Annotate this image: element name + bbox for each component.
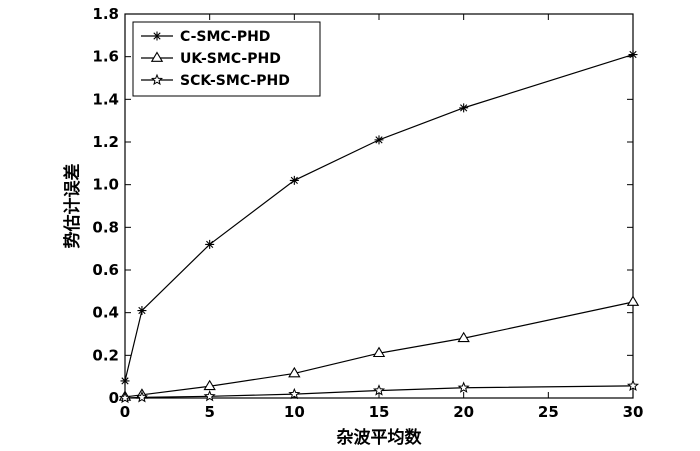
data-point-uk-smc-phd: [203, 379, 216, 391]
legend: C-SMC-PHD UK-SMC-PHD SCK-SMC-PHD: [132, 21, 321, 97]
axis-ticks: 0 5 10 15 20 25 30 0 0.2 0.4 0.6 0.8 1.0 1.2 1.4 1.6 1.8: [92, 5, 643, 421]
data-point-uk-smc-phd: [457, 331, 470, 343]
y-tick-label: 0: [109, 389, 119, 407]
y-tick-label: 0.4: [92, 304, 119, 322]
data-point-sck-smc-phd: [372, 384, 386, 396]
data-point-c-smc-phd: [374, 135, 384, 145]
y-tick-label: 0.2: [92, 346, 119, 364]
data-point-sck-smc-phd: [135, 391, 148, 403]
legend-marker-uk-smc-phd: [150, 51, 164, 62]
x-tick-label: 10: [284, 403, 305, 421]
series-layer: [118, 50, 640, 404]
data-point-c-smc-phd: [459, 103, 469, 113]
y-tick-label: 0.8: [92, 218, 119, 236]
data-point-uk-smc-phd: [288, 366, 301, 378]
data-point-sck-smc-phd: [626, 379, 640, 391]
data-point-c-smc-phd: [205, 239, 215, 249]
y-axis-label: 势估计误差: [62, 164, 83, 249]
y-tick-label: 1.6: [92, 48, 119, 66]
x-axis-label: 杂波平均数: [337, 427, 423, 448]
data-point-c-smc-phd: [120, 376, 130, 386]
x-tick-label: 5: [204, 403, 214, 421]
legend-box: [132, 21, 321, 97]
x-tick-label: 0: [120, 403, 130, 421]
legend-marker-c-smc-phd: [152, 31, 162, 41]
y-tick-label: 1.4: [92, 90, 119, 108]
data-point-uk-smc-phd: [372, 346, 386, 358]
y-tick-label: 1.0: [92, 176, 119, 194]
data-point-sck-smc-phd: [457, 381, 470, 393]
data-point-c-smc-phd: [628, 50, 638, 60]
y-tick-label: 0.6: [92, 261, 119, 279]
legend-label-sck-smc-phd: SCK-SMC-PHD: [180, 73, 290, 89]
y-tick-label: 1.8: [92, 5, 119, 23]
x-tick-label: 30: [623, 403, 644, 421]
y-tick-label: 1.2: [92, 133, 119, 151]
x-tick-label: 20: [453, 403, 474, 421]
data-point-c-smc-phd: [137, 306, 147, 316]
x-tick-label: 25: [538, 403, 559, 421]
data-point-c-smc-phd: [289, 175, 299, 185]
legend-label-uk-smc-phd: UK-SMC-PHD: [180, 51, 281, 67]
legend-label-c-smc-phd: C-SMC-PHD: [180, 29, 270, 45]
legend-marker-sck-smc-phd: [150, 73, 164, 86]
x-tick-label: 15: [369, 403, 390, 421]
data-point-sck-smc-phd: [288, 387, 301, 400]
data-point-uk-smc-phd: [626, 295, 640, 306]
data-point-sck-smc-phd: [118, 391, 132, 404]
data-point-sck-smc-phd: [203, 389, 216, 402]
